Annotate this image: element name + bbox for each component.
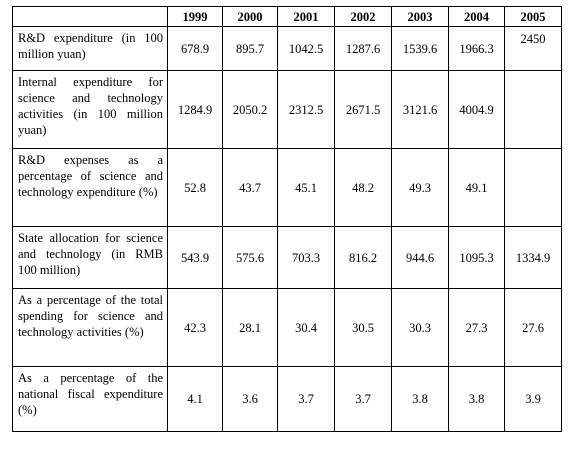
- row-label: State allocation for science and technol…: [12, 226, 168, 289]
- table-cell: 678.9: [167, 26, 223, 71]
- table-cell: 2450: [504, 26, 562, 71]
- science-technology-expenditure-table: 1999 2000 2001 2002 2003 2004 2005 R&D e…: [12, 6, 562, 432]
- table-cell: 543.9: [167, 226, 223, 289]
- table-row-fiscal-percentage: As a percentage of the national fiscal e…: [12, 366, 562, 432]
- table-cell: 575.6: [222, 226, 278, 289]
- table-cell: 3.8: [391, 366, 449, 432]
- year-header-2005: 2005: [504, 6, 562, 27]
- row-label: R&D expenditure (in 100 million yuan): [12, 26, 168, 71]
- table-cell: 27.6: [504, 288, 562, 367]
- table-cell: 30.4: [277, 288, 335, 367]
- year-header-2004: 2004: [448, 6, 505, 27]
- table-cell: 4.1: [167, 366, 223, 432]
- corner-cell: [12, 6, 168, 27]
- table-cell: 52.8: [167, 148, 223, 227]
- table-cell: 1334.9: [504, 226, 562, 289]
- table-cell: 2671.5: [334, 70, 392, 149]
- table-cell: [504, 148, 562, 227]
- table-cell: 3.9: [504, 366, 562, 432]
- row-label: R&D expenses as a percentage of science …: [12, 148, 168, 227]
- table-cell: 3121.6: [391, 70, 449, 149]
- table-cell: 2050.2: [222, 70, 278, 149]
- table-cell: 2312.5: [277, 70, 335, 149]
- table-cell: 816.2: [334, 226, 392, 289]
- table-cell: [504, 70, 562, 149]
- table-cell: 3.7: [334, 366, 392, 432]
- table-cell: 1966.3: [448, 26, 505, 71]
- table-cell: 3.6: [222, 366, 278, 432]
- table-cell: 49.1: [448, 148, 505, 227]
- table-cell: 27.3: [448, 288, 505, 367]
- table-cell: 895.7: [222, 26, 278, 71]
- table-cell: 1095.3: [448, 226, 505, 289]
- table-cell: 944.6: [391, 226, 449, 289]
- table-cell: 28.1: [222, 288, 278, 367]
- row-label: As a percentage of the total spending fo…: [12, 288, 168, 367]
- year-header-1999: 1999: [167, 6, 223, 27]
- table-cell: 1284.9: [167, 70, 223, 149]
- row-label: Internal expenditure for science and tec…: [12, 70, 168, 149]
- table-cell: 30.3: [391, 288, 449, 367]
- table-cell: 43.7: [222, 148, 278, 227]
- table-cell: 48.2: [334, 148, 392, 227]
- year-header-2000: 2000: [222, 6, 278, 27]
- table-cell: 49.3: [391, 148, 449, 227]
- header-row: 1999 2000 2001 2002 2003 2004 2005: [12, 6, 562, 27]
- table-row-state-allocation: State allocation for science and technol…: [12, 226, 562, 289]
- table-row-rd-expenditure: R&D expenditure (in 100 million yuan) 67…: [12, 26, 562, 71]
- table-cell: 3.8: [448, 366, 505, 432]
- table-cell: 45.1: [277, 148, 335, 227]
- table-cell: 3.7: [277, 366, 335, 432]
- table-row-total-spending-percentage: As a percentage of the total spending fo…: [12, 288, 562, 367]
- table-cell: 42.3: [167, 288, 223, 367]
- table-row-rd-percentage: R&D expenses as a percentage of science …: [12, 148, 562, 227]
- year-header-2002: 2002: [334, 6, 392, 27]
- table-cell: 1287.6: [334, 26, 392, 71]
- row-label: As a percentage of the national fiscal e…: [12, 366, 168, 432]
- table-cell: 1539.6: [391, 26, 449, 71]
- table-cell: 30.5: [334, 288, 392, 367]
- table-row-internal-expenditure: Internal expenditure for science and tec…: [12, 70, 562, 149]
- year-header-2001: 2001: [277, 6, 335, 27]
- table-cell: 703.3: [277, 226, 335, 289]
- table-cell: 4004.9: [448, 70, 505, 149]
- year-header-2003: 2003: [391, 6, 449, 27]
- table-cell: 1042.5: [277, 26, 335, 71]
